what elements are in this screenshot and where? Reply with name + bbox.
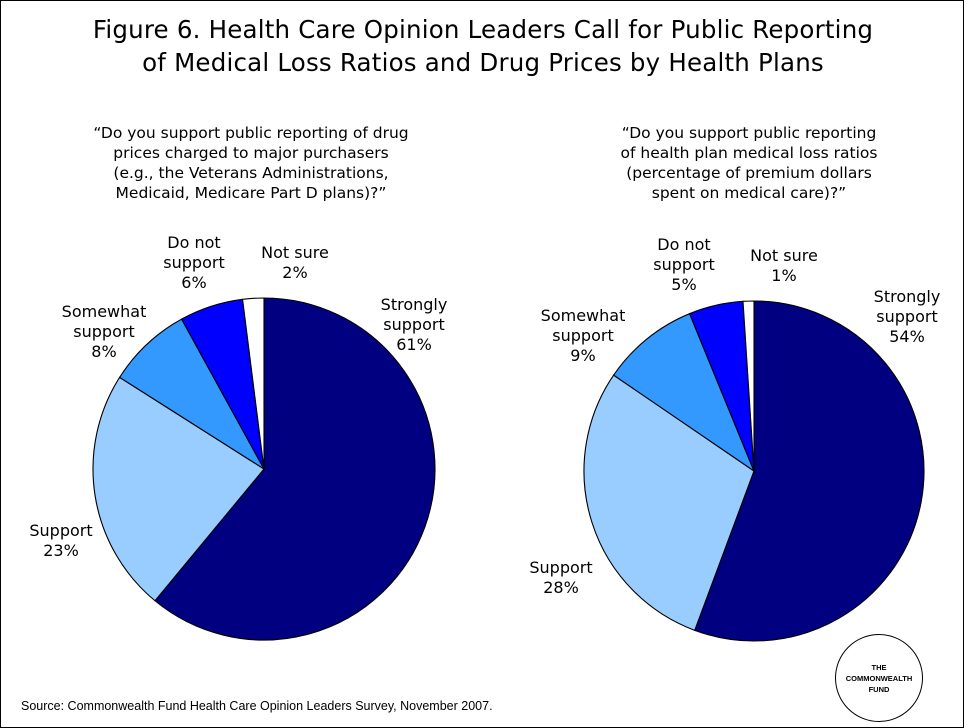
slice-label: Not sure 2%: [261, 243, 329, 282]
pie-slice: [583, 374, 755, 632]
slice-label-line: 1%: [771, 266, 796, 285]
slice-label-line: 28%: [543, 578, 579, 597]
slice-label: Do not support 6%: [163, 233, 224, 292]
source-note: Source: Commonwealth Fund Health Care Op…: [21, 699, 493, 713]
slice-label-line: support: [653, 255, 714, 274]
slice-label-line: Strongly: [381, 295, 448, 314]
slice-label-line: 6%: [181, 273, 206, 292]
slice-label: Support 23%: [29, 521, 92, 560]
slice-label-line: 61%: [396, 335, 432, 354]
slice-label-line: 8%: [91, 342, 116, 361]
slice-label-line: 5%: [671, 275, 696, 294]
pie-slice: [694, 300, 925, 642]
slice-label: Strongly support 61%: [381, 295, 448, 354]
slice-label-line: Not sure: [261, 243, 329, 262]
slice-label-line: 54%: [889, 327, 925, 346]
question-line: prices charged to major purchasers: [113, 144, 389, 162]
question-line: Medicaid, Medicare Part D plans)?”: [115, 184, 387, 202]
logo-line: COMMONWEALTH: [845, 673, 913, 683]
title-line-2: of Medical Loss Ratios and Drug Prices b…: [142, 48, 824, 77]
slice-label-line: Somewhat: [62, 302, 147, 321]
slice-label: Do not support 5%: [653, 235, 714, 294]
slice-label-line: support: [163, 253, 224, 272]
slice-label: Strongly support 54%: [874, 287, 941, 346]
slice-label-line: Do not: [167, 233, 220, 252]
slice-label: Somewhat support 9%: [541, 306, 626, 365]
slice-label-line: support: [73, 322, 134, 341]
slice-label-line: support: [552, 326, 613, 345]
right-chart-question: “Do you support public reporting of heal…: [549, 123, 949, 203]
question-line: (e.g., the Veterans Administrations,: [113, 164, 389, 182]
slice-label-line: Do not: [657, 235, 710, 254]
question-line: of health plan medical loss ratios: [620, 144, 878, 162]
title-line-1: Figure 6. Health Care Opinion Leaders Ca…: [92, 15, 874, 44]
figure-title: Figure 6. Health Care Opinion Leaders Ca…: [11, 13, 955, 79]
question-line: “Do you support public reporting of drug: [93, 124, 409, 142]
slice-label-line: 9%: [570, 346, 595, 365]
pie-slice: [612, 312, 756, 473]
slice-label-line: Somewhat: [541, 306, 626, 325]
slice-label-line: Support: [529, 558, 592, 577]
slice-label-line: Support: [29, 521, 92, 540]
slice-label: Support 28%: [529, 558, 592, 597]
question-line: spent on medical care)?”: [651, 184, 847, 202]
slice-label-line: Strongly: [874, 287, 941, 306]
pie-slice: [92, 376, 265, 602]
pie-slice: [154, 297, 436, 641]
slice-label: Not sure 1%: [750, 246, 818, 285]
slice-label-line: Not sure: [750, 246, 818, 265]
question-line: (percentage of premium dollars: [626, 164, 872, 182]
slice-label-line: support: [876, 307, 937, 326]
slice-label-line: 23%: [43, 541, 79, 560]
pie-slice: [742, 300, 755, 472]
slice-label-line: support: [383, 315, 444, 334]
pie-slice: [241, 297, 265, 470]
slice-label-line: 2%: [282, 263, 307, 282]
question-line: “Do you support public reporting: [621, 124, 877, 142]
logo-line: THE: [871, 662, 887, 672]
slice-label: Somewhat support 8%: [62, 302, 147, 361]
commonwealth-fund-logo: THE COMMONWEALTH FUND: [835, 634, 923, 722]
left-chart-question: “Do you support public reporting of drug…: [31, 123, 471, 203]
logo-line: FUND: [868, 684, 890, 694]
